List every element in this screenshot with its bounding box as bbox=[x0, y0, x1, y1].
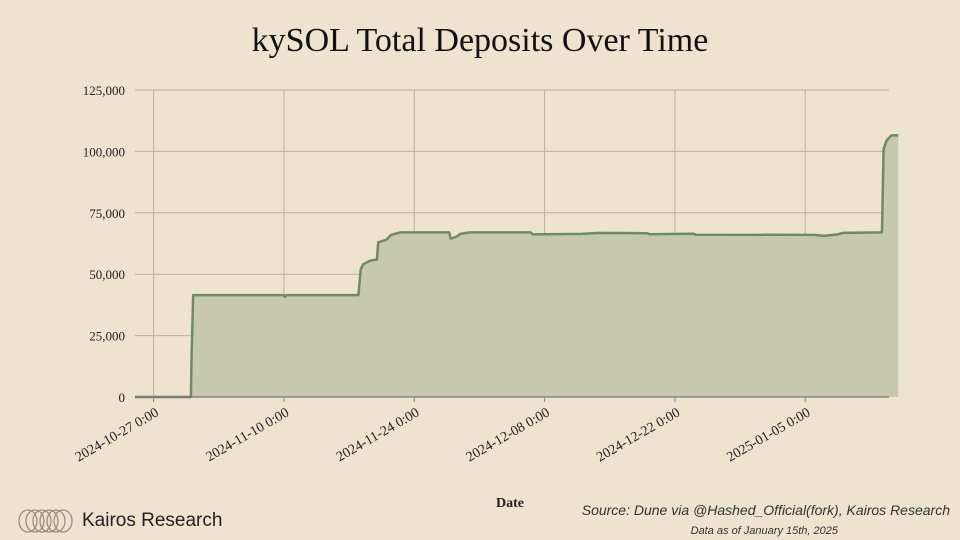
x-tick-label: 2024-12-08 0:00 bbox=[464, 405, 553, 465]
deposits-line bbox=[135, 134, 899, 399]
x-tick-label: 2024-11-24 0:00 bbox=[334, 405, 422, 465]
brand: Kairos Research bbox=[18, 506, 222, 536]
kairos-rings-logo-icon bbox=[18, 509, 73, 533]
y-tick-label: 50,000 bbox=[89, 267, 125, 282]
deposits-area bbox=[135, 134, 899, 399]
y-axis-ticks: 0 25,000 50,000 75,000 100,000 125,000 bbox=[83, 83, 125, 405]
y-tick-label: 100,000 bbox=[83, 144, 125, 159]
x-tick-label: 2024-10-27 0:00 bbox=[73, 405, 162, 465]
y-tick-label: 25,000 bbox=[89, 329, 125, 344]
chart-title: kySOL Total Deposits Over Time bbox=[251, 22, 709, 59]
x-tick-label: 2025-01-05 0:00 bbox=[725, 405, 814, 465]
x-axis-label: Date bbox=[496, 496, 524, 511]
brand-name: Kairos Research bbox=[82, 510, 223, 531]
source-note: Source: Dune via @Hashed_Official(fork),… bbox=[581, 502, 950, 518]
x-tick-label: 2024-12-22 0:00 bbox=[594, 405, 683, 465]
x-axis-ticks: 2024-10-27 0:00 2024-11-10 0:00 2024-11-24… bbox=[73, 397, 813, 465]
deposits-area-fill bbox=[135, 135, 899, 397]
y-tick-label: 125,000 bbox=[83, 83, 125, 98]
y-tick-label: 75,000 bbox=[89, 206, 125, 221]
x-tick-label: 2024-11-10 0:00 bbox=[204, 405, 292, 465]
y-tick-label: 0 bbox=[119, 390, 126, 405]
as-of-note: Data as of January 15th, 2025 bbox=[690, 525, 838, 537]
